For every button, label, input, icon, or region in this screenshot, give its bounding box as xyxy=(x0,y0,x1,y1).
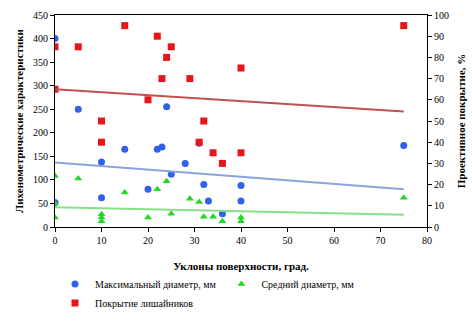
svg-text:200: 200 xyxy=(33,127,48,138)
svg-text:20: 20 xyxy=(143,235,153,246)
svg-text:50: 50 xyxy=(38,198,48,209)
svg-text:400: 400 xyxy=(33,33,48,44)
svg-text:20: 20 xyxy=(434,179,444,190)
svg-text:60: 60 xyxy=(434,94,444,105)
svg-text:80: 80 xyxy=(434,52,444,63)
svg-text:30: 30 xyxy=(190,235,200,246)
svg-text:10: 10 xyxy=(434,200,444,211)
svg-text:40: 40 xyxy=(434,137,444,148)
svg-text:Лихенометрические характеристи: Лихенометрические характеристики xyxy=(13,28,25,213)
svg-text:50: 50 xyxy=(434,116,444,127)
svg-text:70: 70 xyxy=(376,235,386,246)
svg-text:10: 10 xyxy=(97,235,107,246)
svg-text:Максимальный диаметр, мм: Максимальный диаметр, мм xyxy=(95,279,216,290)
svg-text:0: 0 xyxy=(43,222,48,233)
svg-text:450: 450 xyxy=(33,10,48,21)
svg-text:50: 50 xyxy=(283,235,293,246)
svg-text:30: 30 xyxy=(434,158,444,169)
svg-text:60: 60 xyxy=(329,235,339,246)
svg-text:0: 0 xyxy=(53,235,58,246)
svg-text:Средний диаметр, мм: Средний диаметр, мм xyxy=(261,279,354,290)
svg-text:Покрытие лишайников: Покрытие лишайников xyxy=(95,298,193,309)
svg-text:100: 100 xyxy=(33,174,48,185)
svg-text:80: 80 xyxy=(422,235,432,246)
svg-text:100: 100 xyxy=(434,10,449,21)
svg-text:150: 150 xyxy=(33,151,48,162)
svg-text:90: 90 xyxy=(434,31,444,42)
svg-text:350: 350 xyxy=(33,57,48,68)
svg-text:250: 250 xyxy=(33,104,48,115)
svg-text:Уклоны поверхности, град.: Уклоны поверхности, град. xyxy=(173,260,309,272)
svg-text:70: 70 xyxy=(434,73,444,84)
svg-text:300: 300 xyxy=(33,80,48,91)
svg-text:40: 40 xyxy=(236,235,246,246)
svg-text:Проективное покрытие, %: Проективное покрытие, % xyxy=(455,54,467,189)
svg-text:0: 0 xyxy=(434,222,439,233)
